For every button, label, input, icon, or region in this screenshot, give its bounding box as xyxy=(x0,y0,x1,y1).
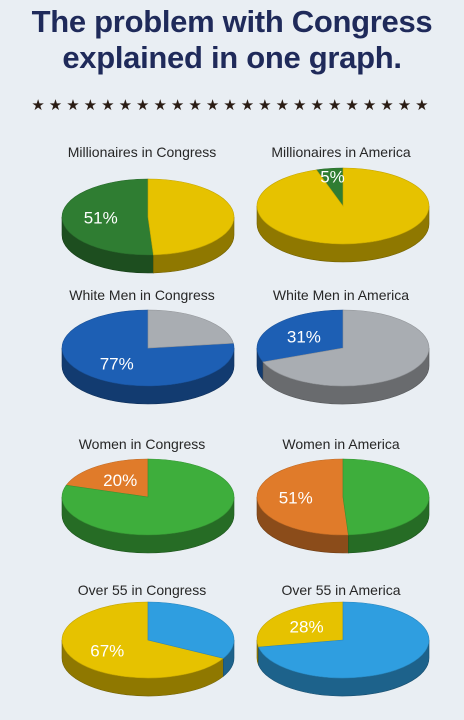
pie-slice-millionaires-congress-1 xyxy=(147,178,235,256)
pie-slice-over55-congress-1 xyxy=(147,601,235,659)
pie-millionaires-america: 5% xyxy=(256,167,430,263)
pie-slice-women-congress-0 xyxy=(65,458,149,498)
pie-label-women-america: 51% xyxy=(279,489,313,508)
pie-label-over55-america: 28% xyxy=(290,618,324,637)
pie-slice-over55-america-0 xyxy=(256,601,344,648)
pie-label-millionaires-congress: 51% xyxy=(84,209,118,228)
pie-slice-white-men-congress-1 xyxy=(147,309,234,349)
page-title: The problem with Congress explained in o… xyxy=(0,4,464,76)
pie-slice-women-america-1 xyxy=(342,458,430,536)
pie-slice-millionaires-america-1 xyxy=(256,167,430,245)
pie-over55-america: 28% xyxy=(256,601,430,697)
pie-label-women-congress: 20% xyxy=(103,471,137,490)
title-line-2: explained in one graph. xyxy=(62,40,402,75)
chart-title-over55-america: Over 55 in America xyxy=(281,582,401,598)
star-divider: ★★★★★★★★★★★★★★★★★★★★★★★ xyxy=(31,97,433,114)
pie-over55-congress: 67% xyxy=(61,601,235,697)
pie-slice-white-men-america-1 xyxy=(262,309,430,387)
chart-title-over55-congress: Over 55 in Congress xyxy=(77,582,207,598)
pie-slice-over55-congress-0 xyxy=(61,601,225,679)
pie-label-white-men-america: 31% xyxy=(287,327,321,346)
chart-title-white-men-america: White Men in America xyxy=(272,287,410,303)
pie-women-america: 51% xyxy=(256,458,430,554)
pie-women-congress: 20% xyxy=(61,458,235,554)
chart-title-women-america: Women in America xyxy=(282,436,400,452)
chart-title-millionaires-america: Millionaires in America xyxy=(271,144,411,160)
pie-label-millionaires-america: 5% xyxy=(320,168,345,187)
chart-title-white-men-congress: White Men in Congress xyxy=(69,287,215,303)
pie-slice-millionaires-congress-0 xyxy=(61,178,154,256)
pie-white-men-america: 31% xyxy=(256,309,430,405)
pie-label-white-men-congress: 77% xyxy=(100,355,134,374)
pie-slice-women-america-0 xyxy=(256,458,349,536)
pie-millionaires-congress: 51% xyxy=(61,178,235,274)
pie-slice-over55-america-1 xyxy=(258,601,430,679)
title-line-1: The problem with Congress xyxy=(31,4,433,39)
chart-title-women-congress: Women in Congress xyxy=(78,436,206,452)
pie-slice-white-men-america-0 xyxy=(256,309,344,363)
pie-label-over55-congress: 67% xyxy=(90,642,124,661)
pie-white-men-congress: 77% xyxy=(61,309,235,405)
chart-title-millionaires-congress: Millionaires in Congress xyxy=(67,144,217,160)
pie-slice-women-congress-1 xyxy=(61,458,235,536)
